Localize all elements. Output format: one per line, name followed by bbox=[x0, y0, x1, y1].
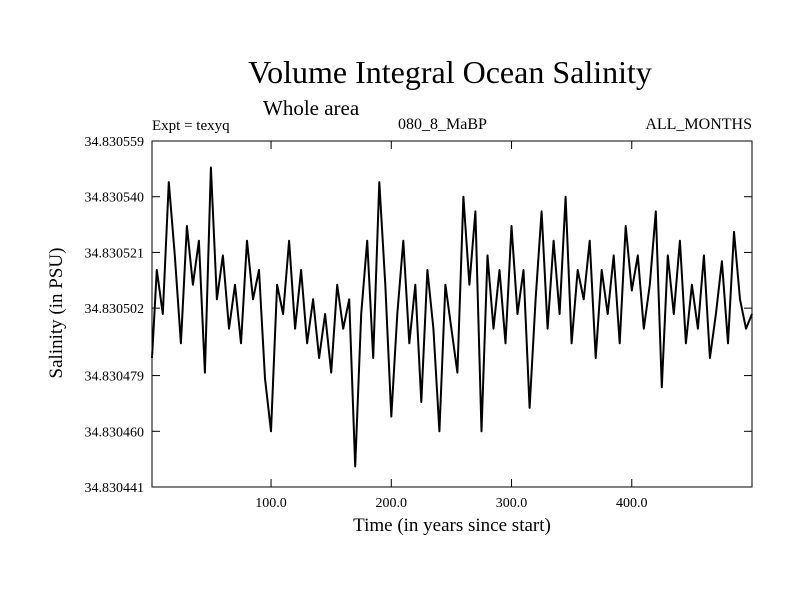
y-tick-label: 34.830441 bbox=[85, 481, 145, 496]
x-axis: 100.0 200.0 300.0 400.0 bbox=[255, 141, 648, 511]
y-tick-label: 34.830540 bbox=[85, 191, 145, 206]
x-tick-label: 300.0 bbox=[496, 496, 528, 511]
y-axis: 34.830441 34.830460 34.830479 34.830502 34.8… bbox=[85, 135, 752, 496]
salinity-series-line bbox=[151, 166, 753, 468]
y-tick-label: 34.830521 bbox=[85, 246, 145, 261]
y-tick-label: 34.830502 bbox=[85, 302, 145, 317]
x-tick-label: 100.0 bbox=[255, 496, 287, 511]
y-tick-label: 34.830460 bbox=[85, 425, 145, 440]
x-axis-label: Time (in years since start) bbox=[353, 515, 551, 536]
run-label: 080_8_MaBP bbox=[398, 116, 487, 133]
months-label: ALL_MONTHS bbox=[645, 116, 752, 133]
y-tick-label: 34.830559 bbox=[85, 135, 145, 150]
x-tick-label: 200.0 bbox=[376, 496, 408, 511]
y-tick-label: 34.830479 bbox=[85, 370, 145, 385]
chart-title: Volume Integral Ocean Salinity bbox=[248, 54, 652, 90]
chart-subtitle: Whole area bbox=[263, 96, 360, 120]
experiment-label: Expt = texyq bbox=[152, 118, 230, 134]
y-axis-label: Salinity (in PSU) bbox=[46, 248, 67, 379]
x-tick-label: 400.0 bbox=[616, 496, 648, 511]
